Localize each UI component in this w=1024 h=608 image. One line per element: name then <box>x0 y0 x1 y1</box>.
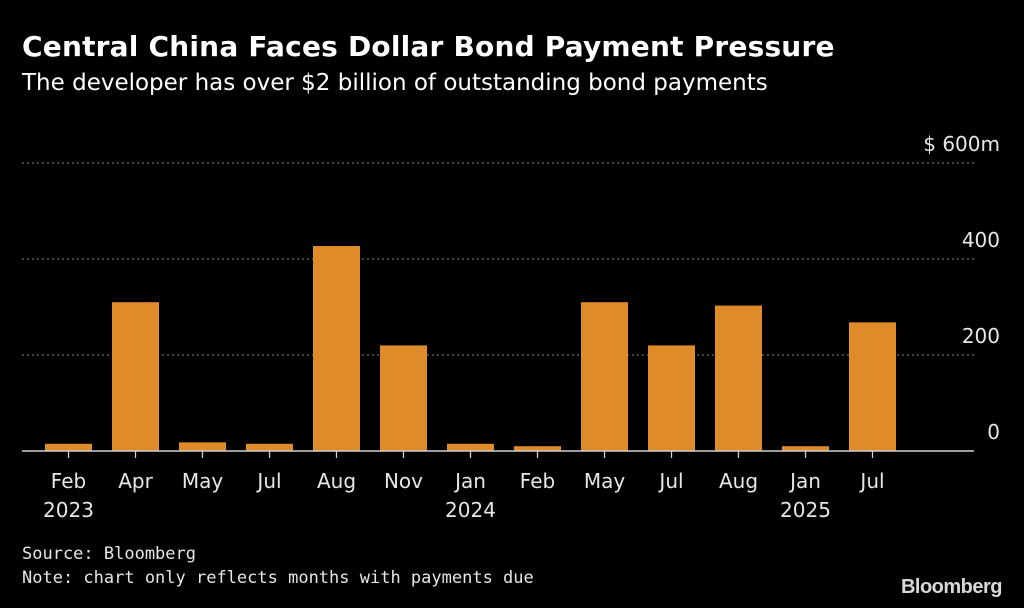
x-tick-label: Aug <box>317 469 356 493</box>
x-tick-label: Jul <box>858 469 884 493</box>
x-tick-label: May <box>182 469 224 493</box>
bar <box>581 302 628 451</box>
bar <box>45 443 92 451</box>
x-tick-label: Feb <box>520 469 555 493</box>
bar <box>849 322 896 451</box>
gridlines <box>22 162 974 356</box>
bar <box>648 345 695 451</box>
x-axis-ticks: Feb 2023 Apr May Jul Aug Nov Jan 2024 Feb May Jul Au… <box>43 451 885 522</box>
bloomberg-logo: Bloomberg <box>900 576 1003 598</box>
x-tick-label: Jul <box>255 469 281 493</box>
bar <box>313 246 360 451</box>
x-year-label: 2023 <box>43 498 94 522</box>
y-axis-ticks: 0 200 400 $ 600m <box>923 132 1000 444</box>
bar <box>179 442 226 451</box>
bar <box>447 443 494 451</box>
x-year-label: 2025 <box>780 498 831 522</box>
x-tick-label: Jan <box>788 469 821 493</box>
chart-footnote: Note: chart only reflects months with pa… <box>22 568 534 588</box>
bar <box>380 345 427 451</box>
source-note: Source: Bloomberg <box>22 544 196 564</box>
x-tick-label: Nov <box>384 469 423 493</box>
x-tick-label: Jul <box>657 469 683 493</box>
bar <box>715 305 762 451</box>
bar <box>514 446 561 451</box>
chart-subtitle: The developer has over $2 billion of out… <box>22 70 768 96</box>
bar <box>782 446 829 451</box>
x-year-label: 2024 <box>445 498 496 522</box>
y-tick-label: $ 600m <box>923 132 1000 156</box>
chart-title: Central China Faces Dollar Bond Payment … <box>22 30 835 63</box>
y-tick-label: 0 <box>987 420 1000 444</box>
bar-chart: 0 200 400 $ 600m Feb 2023 Apr May Jul Aug Nov Jan 2… <box>22 132 1000 522</box>
bar <box>112 302 159 451</box>
bar <box>246 443 293 451</box>
y-tick-label: 200 <box>962 324 1000 348</box>
y-tick-label: 400 <box>962 228 1000 252</box>
x-tick-label: Feb <box>51 469 86 493</box>
x-tick-label: May <box>584 469 626 493</box>
x-tick-label: Apr <box>118 469 153 493</box>
x-tick-label: Aug <box>719 469 758 493</box>
bars <box>45 246 896 451</box>
x-tick-label: Jan <box>453 469 486 493</box>
